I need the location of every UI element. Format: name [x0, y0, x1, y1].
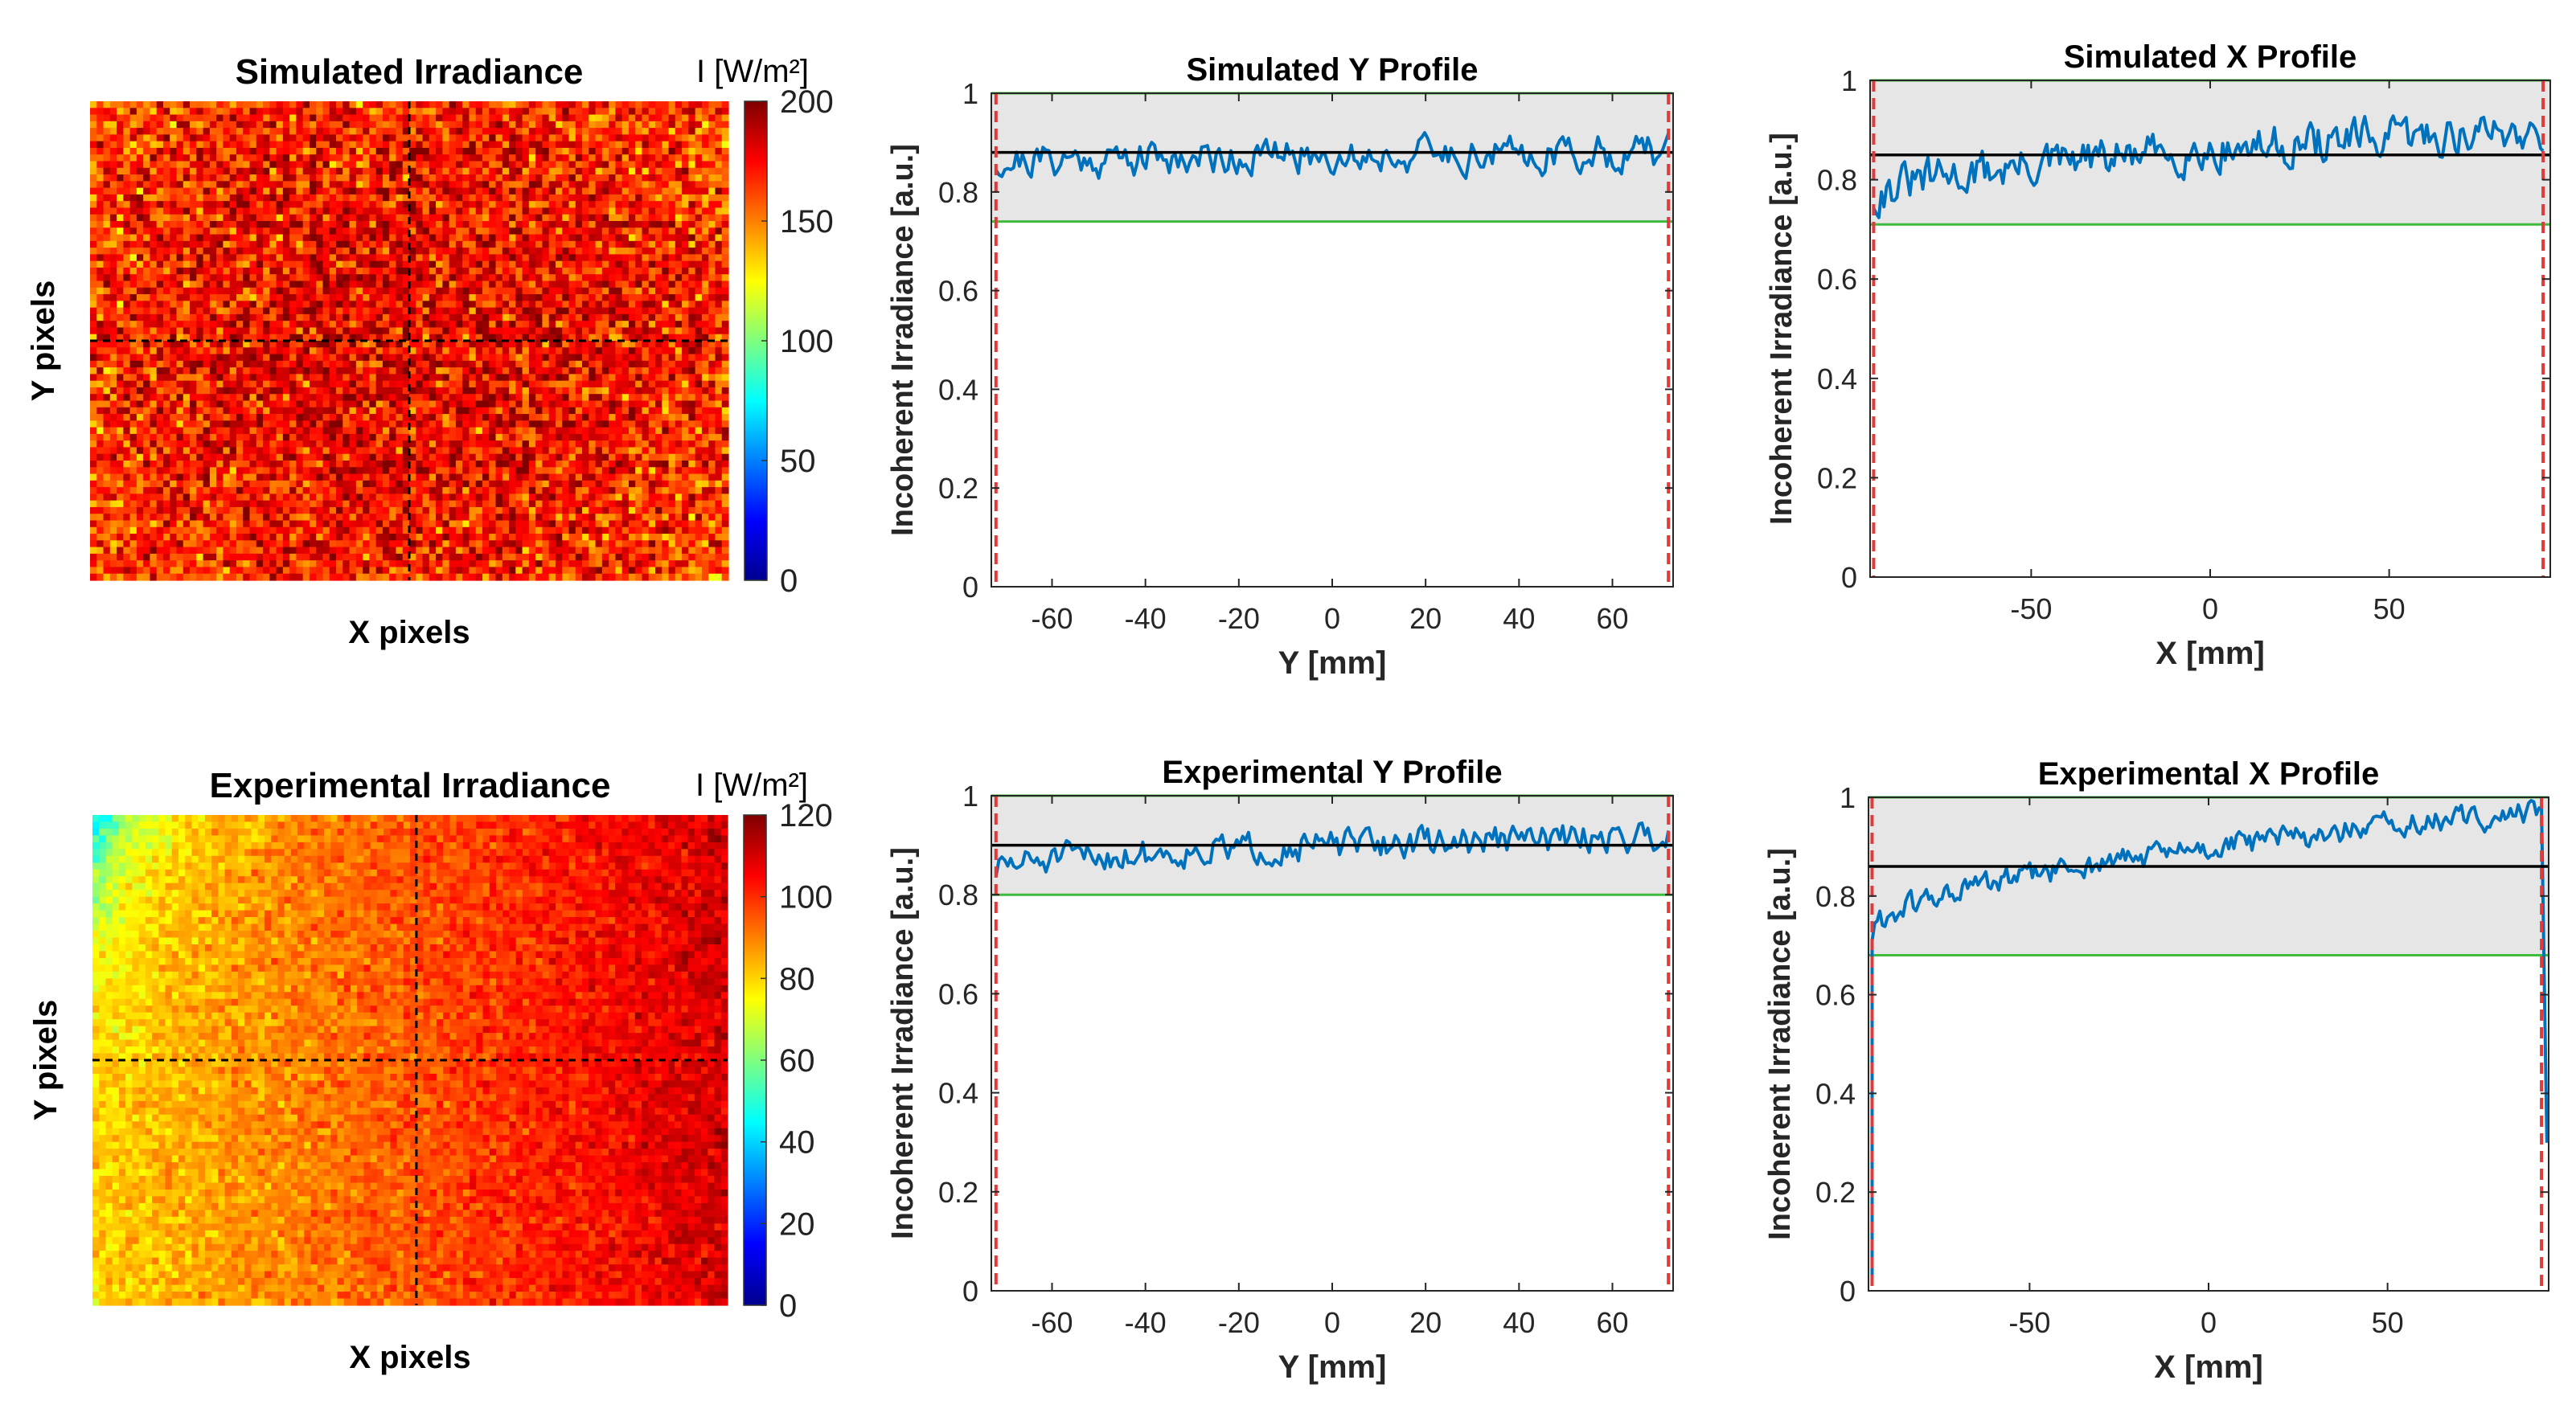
heatmap-y-label: Y pixels [26, 281, 61, 401]
x-tick-label: 0 [1324, 1306, 1340, 1339]
profile-title: Experimental Y Profile [1162, 755, 1502, 790]
profile-title: Experimental X Profile [2038, 756, 2380, 792]
colorbar-tick-label: 120 [779, 798, 833, 833]
profile-panel-exp_y: 0 0.2 0.4 0.6 0.8 1 -60 -40 -20 0 20 40 60 Experiment… [886, 755, 1674, 1385]
y-tick-label: 0 [1840, 1275, 1856, 1308]
y-tick-label: 1 [962, 780, 978, 813]
y-tick-label: 0.6 [938, 977, 978, 1010]
y-tick-label: 1 [1841, 64, 1857, 97]
colorbar-tick-label: 100 [780, 324, 834, 359]
profile-title: Simulated X Profile [2064, 39, 2357, 75]
colorbar-tick-label: 100 [779, 880, 833, 915]
x-tick-label: 50 [2373, 592, 2406, 625]
x-tick-label: -20 [1218, 1306, 1260, 1339]
y-tick-label: 0.8 [1815, 880, 1856, 913]
profile-panel-sim_x: 0 0.2 0.4 0.6 0.8 1 -50 0 50 Simulated X Profile X… [1765, 39, 2551, 671]
profile-x-label: Y [mm] [1278, 645, 1387, 681]
heatmap-cells [92, 815, 728, 1306]
x-tick-label: 50 [2372, 1306, 2404, 1339]
colorbar-tick-label: 0 [779, 1288, 797, 1324]
profile-series-line [1870, 799, 2549, 1276]
profile-y-label: Incoherent Irradiance [a.u.] [886, 144, 920, 536]
heatmap-x-label: X pixels [348, 615, 470, 650]
y-tick-label: 0.6 [938, 275, 978, 308]
profile-series-line [994, 821, 1671, 877]
heatmap-panel-sim_map: Simulated Irradiance X pixels Y pixels I [W… [26, 52, 834, 650]
y-tick-label: 0 [962, 1275, 978, 1308]
profile-y-label: Incoherent Irradiance [a.u.] [886, 847, 920, 1239]
y-tick-label: 0.4 [938, 1077, 978, 1110]
heatmap-title: Simulated Irradiance [236, 52, 584, 92]
x-tick-label: 60 [1596, 602, 1628, 635]
colorbar-tick-label: 60 [779, 1043, 815, 1079]
profile-panel-exp_x: 0 0.2 0.4 0.6 0.8 1 -50 0 50 Experimental X Profi… [1763, 756, 2549, 1385]
heatmap-y-label: Y pixels [28, 1000, 64, 1120]
x-tick-label: -20 [1218, 602, 1260, 635]
y-tick-label: 0.4 [1815, 1077, 1856, 1110]
profile-x-label: Y [mm] [1278, 1349, 1387, 1385]
colorbar-tick-label: 80 [779, 961, 815, 997]
tolerance-band [1870, 80, 2550, 225]
colorbar-tick-label: 0 [780, 563, 798, 599]
profile-series-line [1872, 114, 2545, 219]
x-tick-label: -40 [1125, 1306, 1167, 1339]
profile-x-label: X [mm] [2156, 636, 2265, 671]
y-tick-label: 0.4 [938, 373, 978, 406]
x-tick-label: 60 [1596, 1306, 1628, 1339]
colorbar-label: I [W/m²] [695, 768, 808, 803]
y-tick-label: 1 [962, 77, 978, 110]
heatmap-x-label: X pixels [349, 1340, 470, 1375]
profile-panel-sim_y: 0 0.2 0.4 0.6 0.8 1 -60 -40 -20 0 20 40 60 Simulated … [886, 52, 1674, 681]
profile-title: Simulated Y Profile [1186, 52, 1478, 88]
heatmap-panel-exp_map: Experimental Irradiance X pixels Y pixels I… [28, 766, 833, 1375]
y-tick-label: 0.8 [1817, 164, 1857, 197]
profile-x-label: X [mm] [2154, 1349, 2263, 1385]
profile-y-label: Incoherent Irradiance [a.u.] [1763, 848, 1797, 1240]
y-tick-label: 0 [1841, 561, 1857, 594]
colorbar-tick-label: 200 [780, 84, 834, 120]
colorbar-tick-label: 20 [779, 1206, 815, 1242]
y-tick-label: 0.8 [938, 878, 978, 911]
heatmap-title: Experimental Irradiance [210, 766, 611, 805]
colorbar-tick-label: 50 [780, 444, 816, 479]
x-tick-label: 40 [1503, 1306, 1535, 1339]
y-tick-label: 0.6 [1815, 979, 1856, 1012]
x-tick-label: 20 [1409, 602, 1442, 635]
x-tick-label: 40 [1503, 602, 1535, 635]
x-tick-label: 0 [2202, 592, 2218, 625]
profile-series-line [995, 131, 1671, 180]
y-tick-label: 0.2 [1815, 1176, 1856, 1209]
y-tick-label: 0.6 [1817, 263, 1857, 296]
y-tick-label: 0.2 [938, 1176, 978, 1209]
x-tick-label: 0 [1324, 602, 1340, 635]
colorbar-label: I [W/m²] [696, 54, 809, 89]
x-tick-label: 0 [2201, 1306, 2217, 1339]
tolerance-band [991, 93, 1673, 222]
heatmap-cells [90, 101, 729, 581]
colorbar-tick-label: 150 [780, 204, 834, 240]
y-tick-label: 0.2 [938, 472, 978, 505]
y-tick-label: 0.8 [938, 176, 978, 209]
y-tick-label: 0 [962, 571, 978, 604]
y-tick-label: 1 [1840, 781, 1856, 814]
x-tick-label: -60 [1031, 1306, 1073, 1339]
x-tick-label: -50 [2010, 592, 2052, 625]
y-tick-label: 0.4 [1817, 362, 1857, 395]
x-tick-label: -50 [2008, 1306, 2050, 1339]
x-tick-label: -40 [1125, 602, 1167, 635]
y-tick-label: 0.2 [1817, 461, 1857, 494]
x-tick-label: 20 [1409, 1306, 1442, 1339]
profile-y-label: Incoherent Irradiance [a.u.] [1765, 133, 1799, 525]
colorbar-tick-label: 40 [779, 1125, 815, 1161]
x-tick-label: -60 [1031, 602, 1073, 635]
